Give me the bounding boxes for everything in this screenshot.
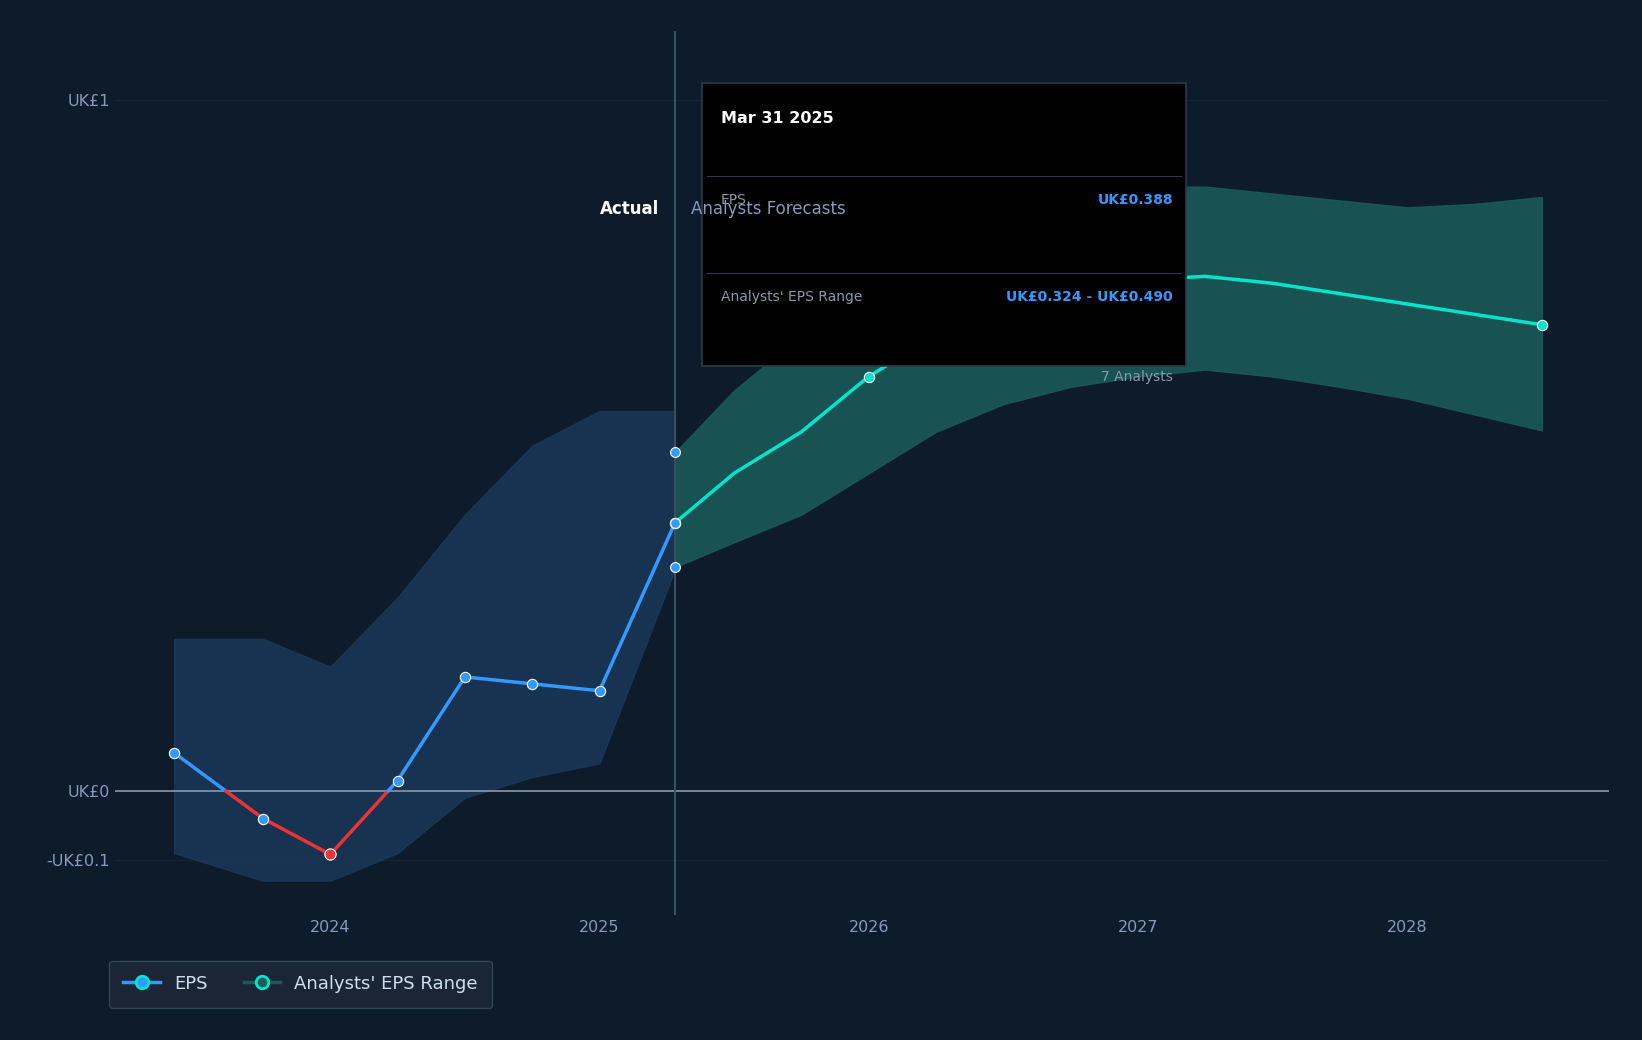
Point [662, 515, 688, 531]
Legend: EPS, Analysts' EPS Range: EPS, Analysts' EPS Range [108, 961, 493, 1008]
Point [317, 847, 343, 863]
Text: UK£0.324 - UK£0.490: UK£0.324 - UK£0.490 [1007, 290, 1172, 304]
Point [1125, 271, 1151, 288]
Point [1529, 316, 1555, 333]
Text: Analysts' EPS Range: Analysts' EPS Range [721, 290, 862, 304]
FancyBboxPatch shape [701, 83, 1187, 366]
Point [317, 847, 343, 863]
Point [662, 444, 688, 461]
Point [662, 558, 688, 575]
Point [586, 682, 612, 699]
Text: UK£0.388: UK£0.388 [1097, 193, 1172, 208]
Text: Actual: Actual [599, 201, 658, 218]
Text: 7 Analysts: 7 Analysts [1102, 369, 1172, 384]
Text: EPS: EPS [721, 193, 747, 208]
Point [161, 745, 187, 761]
Point [662, 515, 688, 531]
Point [452, 669, 478, 685]
Text: Mar 31 2025: Mar 31 2025 [721, 110, 834, 126]
Point [519, 676, 545, 693]
Point [250, 810, 276, 827]
Text: Analysts Forecasts: Analysts Forecasts [691, 201, 846, 218]
Point [855, 368, 882, 385]
Point [384, 773, 410, 789]
